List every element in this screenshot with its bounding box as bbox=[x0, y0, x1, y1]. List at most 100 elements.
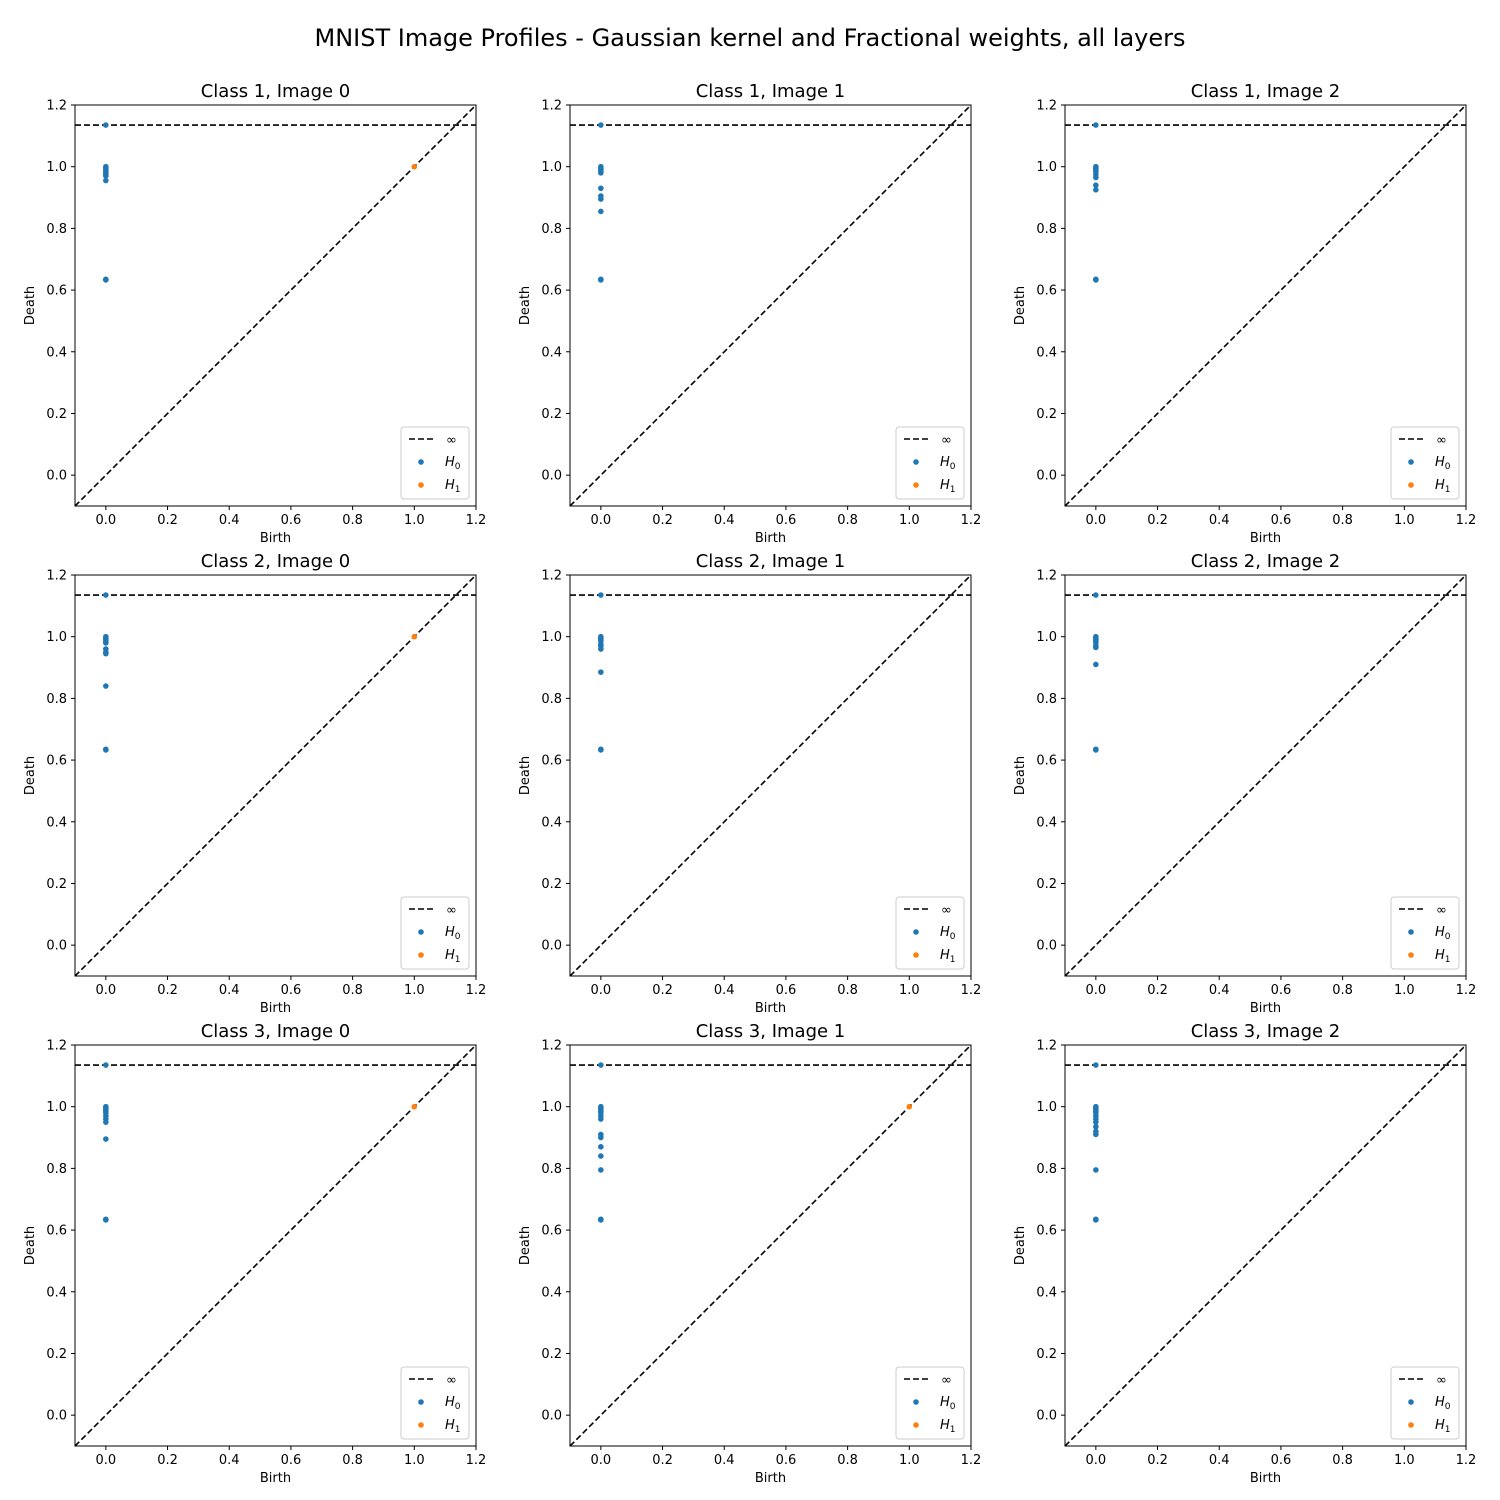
plot-area bbox=[1065, 105, 1466, 506]
x-tick-label: 1.0 bbox=[1394, 983, 1415, 998]
x-axis-label: Birth bbox=[1250, 1471, 1281, 1486]
subplot-8: Class 3, Image 1 0.0 0.2 0.4 0.6 0.8 1.0 1.2 0.0… bbox=[518, 1021, 981, 1486]
x-tick-label: 1.2 bbox=[961, 983, 982, 998]
point-h0 bbox=[1093, 661, 1099, 668]
point-h0 bbox=[103, 592, 109, 598]
point-h1 bbox=[411, 1103, 418, 1110]
point-h0 bbox=[103, 650, 109, 657]
x-tick-label: 1.0 bbox=[404, 513, 425, 528]
x-tick-label: 0.4 bbox=[219, 513, 240, 528]
x-axis-label: Birth bbox=[1250, 531, 1281, 546]
point-h0 bbox=[1093, 187, 1099, 193]
diagonal-line bbox=[570, 575, 971, 976]
x-axis-label: Birth bbox=[755, 531, 786, 546]
point-h0 bbox=[598, 1153, 604, 1159]
x-tick-label: 0.6 bbox=[281, 983, 302, 998]
diagonal-line bbox=[1065, 1045, 1466, 1446]
y-tick-label: 1.0 bbox=[541, 630, 562, 645]
legend-infinity-label: ∞ bbox=[1436, 433, 1447, 448]
x-tick-label: 0.0 bbox=[1086, 513, 1107, 528]
y-tick-label: 0.8 bbox=[46, 222, 67, 237]
point-h0 bbox=[1093, 1062, 1099, 1068]
x-tick-label: 0.8 bbox=[837, 513, 858, 528]
y-axis-label: Death bbox=[1013, 756, 1028, 795]
plot-area bbox=[75, 575, 476, 976]
y-tick-label: 1.0 bbox=[1036, 630, 1057, 645]
subplot-title: Class 3, Image 0 bbox=[201, 1021, 351, 1042]
y-tick-label: 0.6 bbox=[1036, 284, 1057, 299]
legend-h1-swatch bbox=[418, 482, 424, 488]
point-h0 bbox=[1093, 1167, 1099, 1173]
y-tick-label: 0.8 bbox=[541, 222, 562, 237]
x-tick-label: 0.8 bbox=[342, 983, 363, 998]
legend-h0-swatch bbox=[418, 459, 424, 465]
x-tick-label: 1.2 bbox=[466, 1453, 487, 1468]
x-tick-label: 0.4 bbox=[219, 983, 240, 998]
legend-h0-swatch bbox=[418, 929, 424, 935]
legend-box bbox=[1390, 426, 1460, 500]
legend-h1-swatch bbox=[418, 952, 424, 958]
subplot-1: Class 1, Image 0 0.0 0.2 0.4 0.6 0.8 1.0 1.2 0.0… bbox=[23, 81, 486, 546]
legend-box bbox=[400, 426, 470, 500]
diagonal-line bbox=[75, 105, 476, 506]
y-tick-label: 0.4 bbox=[541, 1285, 562, 1300]
x-tick-label: 0.0 bbox=[591, 513, 612, 528]
x-tick-label: 1.0 bbox=[899, 1453, 920, 1468]
y-tick-label: 0.4 bbox=[1036, 1285, 1057, 1300]
y-axis-label: Death bbox=[23, 1226, 38, 1265]
y-tick-label: 0.0 bbox=[541, 1409, 562, 1424]
y-axis-label: Death bbox=[518, 1226, 533, 1265]
y-tick-label: 0.6 bbox=[1036, 754, 1057, 769]
x-tick-label: 0.2 bbox=[157, 983, 178, 998]
y-tick-label: 0.2 bbox=[541, 407, 562, 422]
point-h0 bbox=[598, 196, 604, 202]
y-tick-label: 0.6 bbox=[46, 1224, 67, 1239]
subplot-4: Class 2, Image 0 0.0 0.2 0.4 0.6 0.8 1.0 1.2 0.0… bbox=[23, 551, 486, 1016]
point-h0 bbox=[598, 1134, 604, 1141]
plot-area bbox=[1065, 575, 1466, 976]
legend-box bbox=[895, 426, 965, 500]
axes-frame bbox=[74, 104, 477, 507]
legend-h0-swatch bbox=[1408, 929, 1414, 935]
x-tick-label: 0.8 bbox=[342, 513, 363, 528]
y-tick-label: 1.2 bbox=[46, 569, 67, 584]
y-axis-label: Death bbox=[518, 286, 533, 325]
point-h0 bbox=[103, 122, 109, 128]
point-h0 bbox=[1093, 1123, 1099, 1130]
legend-h1-swatch bbox=[913, 482, 919, 488]
point-h0 bbox=[1093, 174, 1099, 181]
x-tick-label: 1.0 bbox=[1394, 513, 1415, 528]
point-h0 bbox=[103, 747, 109, 753]
x-tick-label: 1.2 bbox=[1456, 983, 1477, 998]
legend-infinity-label: ∞ bbox=[941, 433, 952, 448]
legend-box bbox=[895, 1366, 965, 1440]
point-h0 bbox=[598, 1143, 604, 1150]
x-tick-label: 0.6 bbox=[281, 513, 302, 528]
legend-h1-swatch bbox=[418, 1422, 424, 1428]
x-tick-label: 0.8 bbox=[1332, 513, 1353, 528]
subplot-title: Class 3, Image 1 bbox=[696, 1021, 846, 1042]
subplot-2: Class 1, Image 1 0.0 0.2 0.4 0.6 0.8 1.0 1.2 0.0… bbox=[518, 81, 981, 546]
y-tick-label: 0.6 bbox=[46, 284, 67, 299]
legend-h1-swatch bbox=[1408, 1422, 1414, 1428]
axes-frame bbox=[74, 1044, 477, 1447]
y-tick-label: 0.4 bbox=[46, 1285, 67, 1300]
y-tick-label: 0.4 bbox=[46, 345, 67, 360]
y-axis-label: Death bbox=[23, 756, 38, 795]
point-h0 bbox=[103, 173, 109, 179]
subplot-title: Class 1, Image 0 bbox=[201, 81, 351, 102]
point-h1 bbox=[411, 163, 418, 170]
x-tick-label: 0.6 bbox=[1271, 983, 1292, 998]
diagonal-line bbox=[75, 1045, 476, 1446]
point-h0 bbox=[1093, 644, 1099, 651]
legend-infinity-label: ∞ bbox=[446, 433, 457, 448]
plot-area bbox=[75, 105, 476, 506]
x-tick-label: 1.0 bbox=[899, 983, 920, 998]
x-tick-label: 0.0 bbox=[591, 1453, 612, 1468]
y-tick-label: 0.0 bbox=[46, 939, 67, 954]
subplot-title: Class 2, Image 0 bbox=[201, 551, 351, 572]
